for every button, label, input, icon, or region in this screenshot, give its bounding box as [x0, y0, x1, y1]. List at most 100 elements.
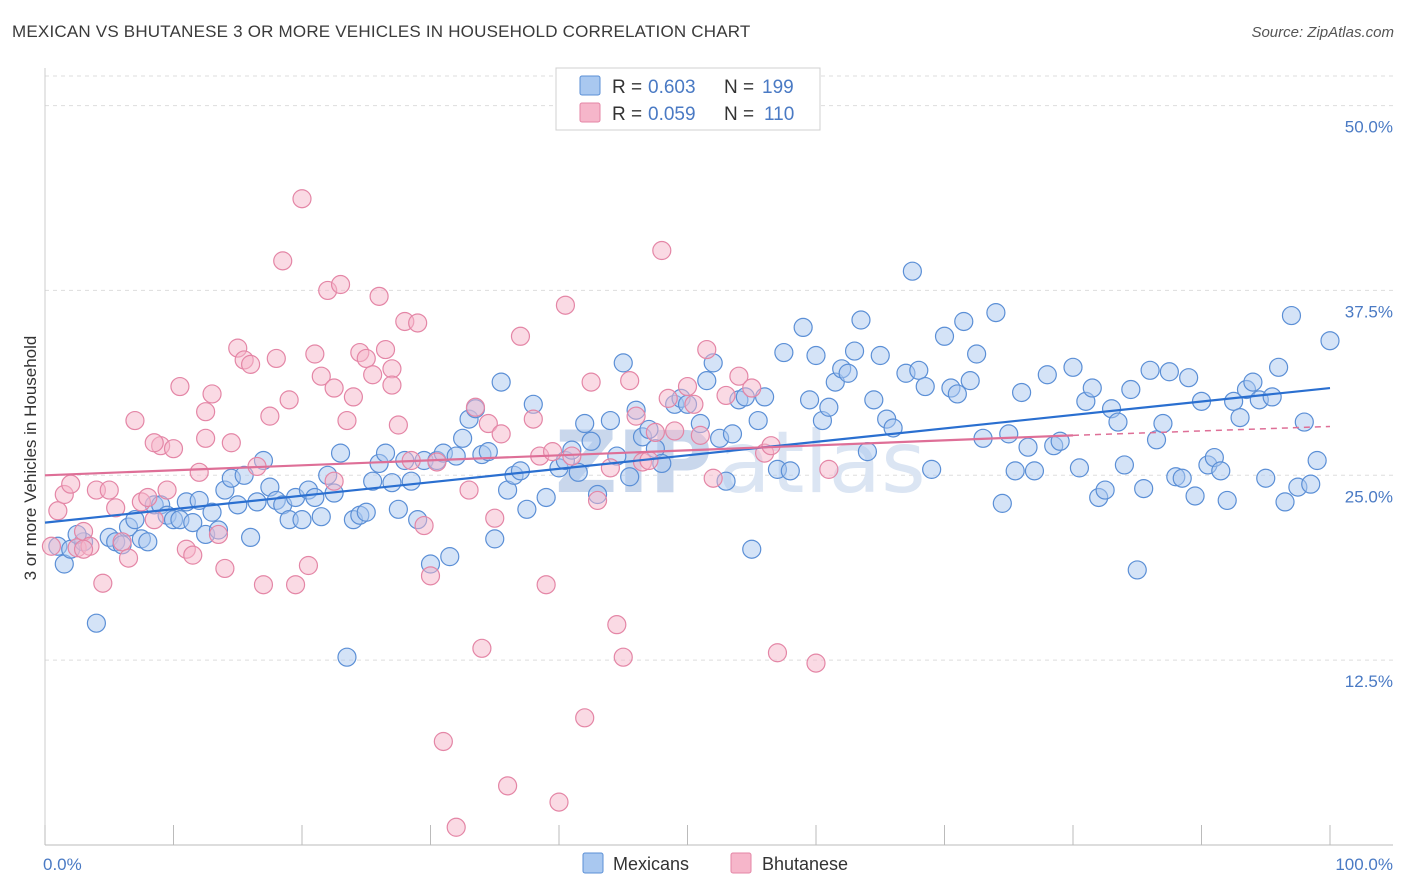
bhutanese-point [459, 480, 479, 500]
bhutanese-point [684, 394, 704, 414]
mexicans-point [1121, 379, 1141, 400]
x-tick-label-max: 100.0% [1335, 855, 1393, 874]
bhutanese-point [523, 409, 543, 429]
bhutanese-point [555, 295, 576, 315]
bhutanese-point [498, 776, 518, 796]
legend-r-label-bhutanese: R = [612, 104, 642, 125]
bhutanese-point [645, 422, 665, 443]
legend-n-label-mexicans: N = [724, 77, 754, 98]
bhutanese-point [363, 365, 383, 385]
bhutanese-point [41, 536, 62, 556]
bhutanese-point [215, 558, 235, 579]
mexicans-point [986, 303, 1006, 323]
bhutanese-trend-line [44, 434, 1074, 477]
bhutanese-point [427, 452, 447, 472]
bhutanese-point [542, 442, 563, 462]
mexicans-point [1140, 360, 1160, 380]
source-credit: Source: ZipAtlas.com [1251, 24, 1394, 41]
mexicans-point [330, 443, 351, 463]
bhutanese-point [241, 354, 261, 374]
mexicans-point [1011, 382, 1032, 403]
bhutanese-point [144, 433, 164, 453]
mexicans-point [581, 431, 601, 451]
bhutanese-point [157, 480, 177, 500]
bhutanese-point [382, 375, 402, 395]
bhutanese-point [253, 575, 274, 595]
bhutanese-point [99, 480, 119, 500]
bhutanese-point [292, 189, 312, 209]
mexicans-point [864, 390, 884, 410]
mexicans-point [922, 459, 942, 479]
bhutanese-point [510, 326, 531, 346]
mexicans-point [311, 507, 331, 527]
bhutanese-point [652, 240, 672, 261]
bhutanese-point [375, 339, 396, 360]
bhutanese-point [61, 474, 81, 494]
mexicans-point [793, 317, 813, 338]
bhutanese-point [337, 410, 357, 431]
bhutanese-point [189, 462, 209, 482]
bhutanese-point [73, 539, 94, 559]
y-axis-label: 3 or more Vehicles in Household [21, 336, 40, 581]
bhutanese-point [273, 251, 293, 271]
bhutanese-point [343, 387, 363, 407]
legend-r-label-mexicans: R = [612, 77, 642, 98]
bhutanese-point [408, 313, 428, 333]
mexicans-point [909, 360, 929, 380]
mexicans-point [575, 413, 595, 434]
mexicans-point [1294, 412, 1314, 432]
bhutanese-point [446, 817, 466, 837]
bhutanese-point [285, 575, 306, 595]
mexicans-point [510, 461, 531, 481]
bhutanese-point [716, 385, 736, 406]
bhutanese-point [613, 647, 633, 667]
mexicans-point [1024, 461, 1045, 481]
bottom-legend-swatch-mexicans [582, 852, 604, 874]
mexicans-point [620, 467, 640, 487]
bhutanese-point [581, 372, 601, 392]
mexicans-point [241, 527, 261, 548]
bhutanese-point [163, 439, 184, 459]
mexicans-point [446, 446, 466, 466]
mexicans-point [1108, 412, 1128, 432]
trend-lines [44, 386, 1331, 524]
legend-r-value-bhutanese: 0.059 [648, 104, 696, 125]
bhutanese-point [549, 792, 569, 812]
bottom-legend-label-mexicans: Mexicans [613, 854, 689, 874]
bhutanese-point [106, 498, 126, 518]
mexicans-trend-line [44, 386, 1331, 524]
mexicans-point [722, 424, 743, 444]
mexicans-point [902, 261, 922, 281]
bhutanese-point [690, 425, 710, 445]
mexicans-point [202, 502, 222, 522]
mexicans-point [1005, 461, 1025, 481]
mexicans-point [1301, 474, 1321, 494]
legend-n-value-mexicans: 199 [762, 77, 794, 98]
mexicans-point [401, 471, 421, 491]
bhutanese-point [118, 548, 139, 568]
legend-swatch-bhutanese [579, 102, 601, 123]
bhutanese-trend-extension [1072, 425, 1331, 437]
bhutanese-point [729, 366, 749, 386]
mexicans-point [915, 376, 935, 397]
bhutanese-point [697, 339, 717, 360]
bhutanese-point [478, 413, 498, 434]
mexicans-point [838, 363, 858, 383]
mexicans-point [947, 384, 967, 404]
mexicans-point [600, 410, 621, 431]
bhutanese-point [665, 421, 685, 441]
mexicans-point [799, 390, 820, 410]
mexicans-point [613, 353, 633, 373]
mexicans-point [748, 410, 768, 431]
bhutanese-point [767, 643, 788, 663]
mexicans-point [1095, 480, 1115, 500]
mexicans-point [1256, 468, 1276, 488]
mexicans-point [453, 428, 473, 448]
mexicans-point [870, 345, 890, 366]
mexicans-point [1069, 458, 1090, 478]
mexicans-point [1268, 357, 1289, 377]
bhutanese-point [703, 468, 723, 488]
bhutanese-point [414, 515, 434, 536]
mexicans-point [1230, 408, 1250, 428]
